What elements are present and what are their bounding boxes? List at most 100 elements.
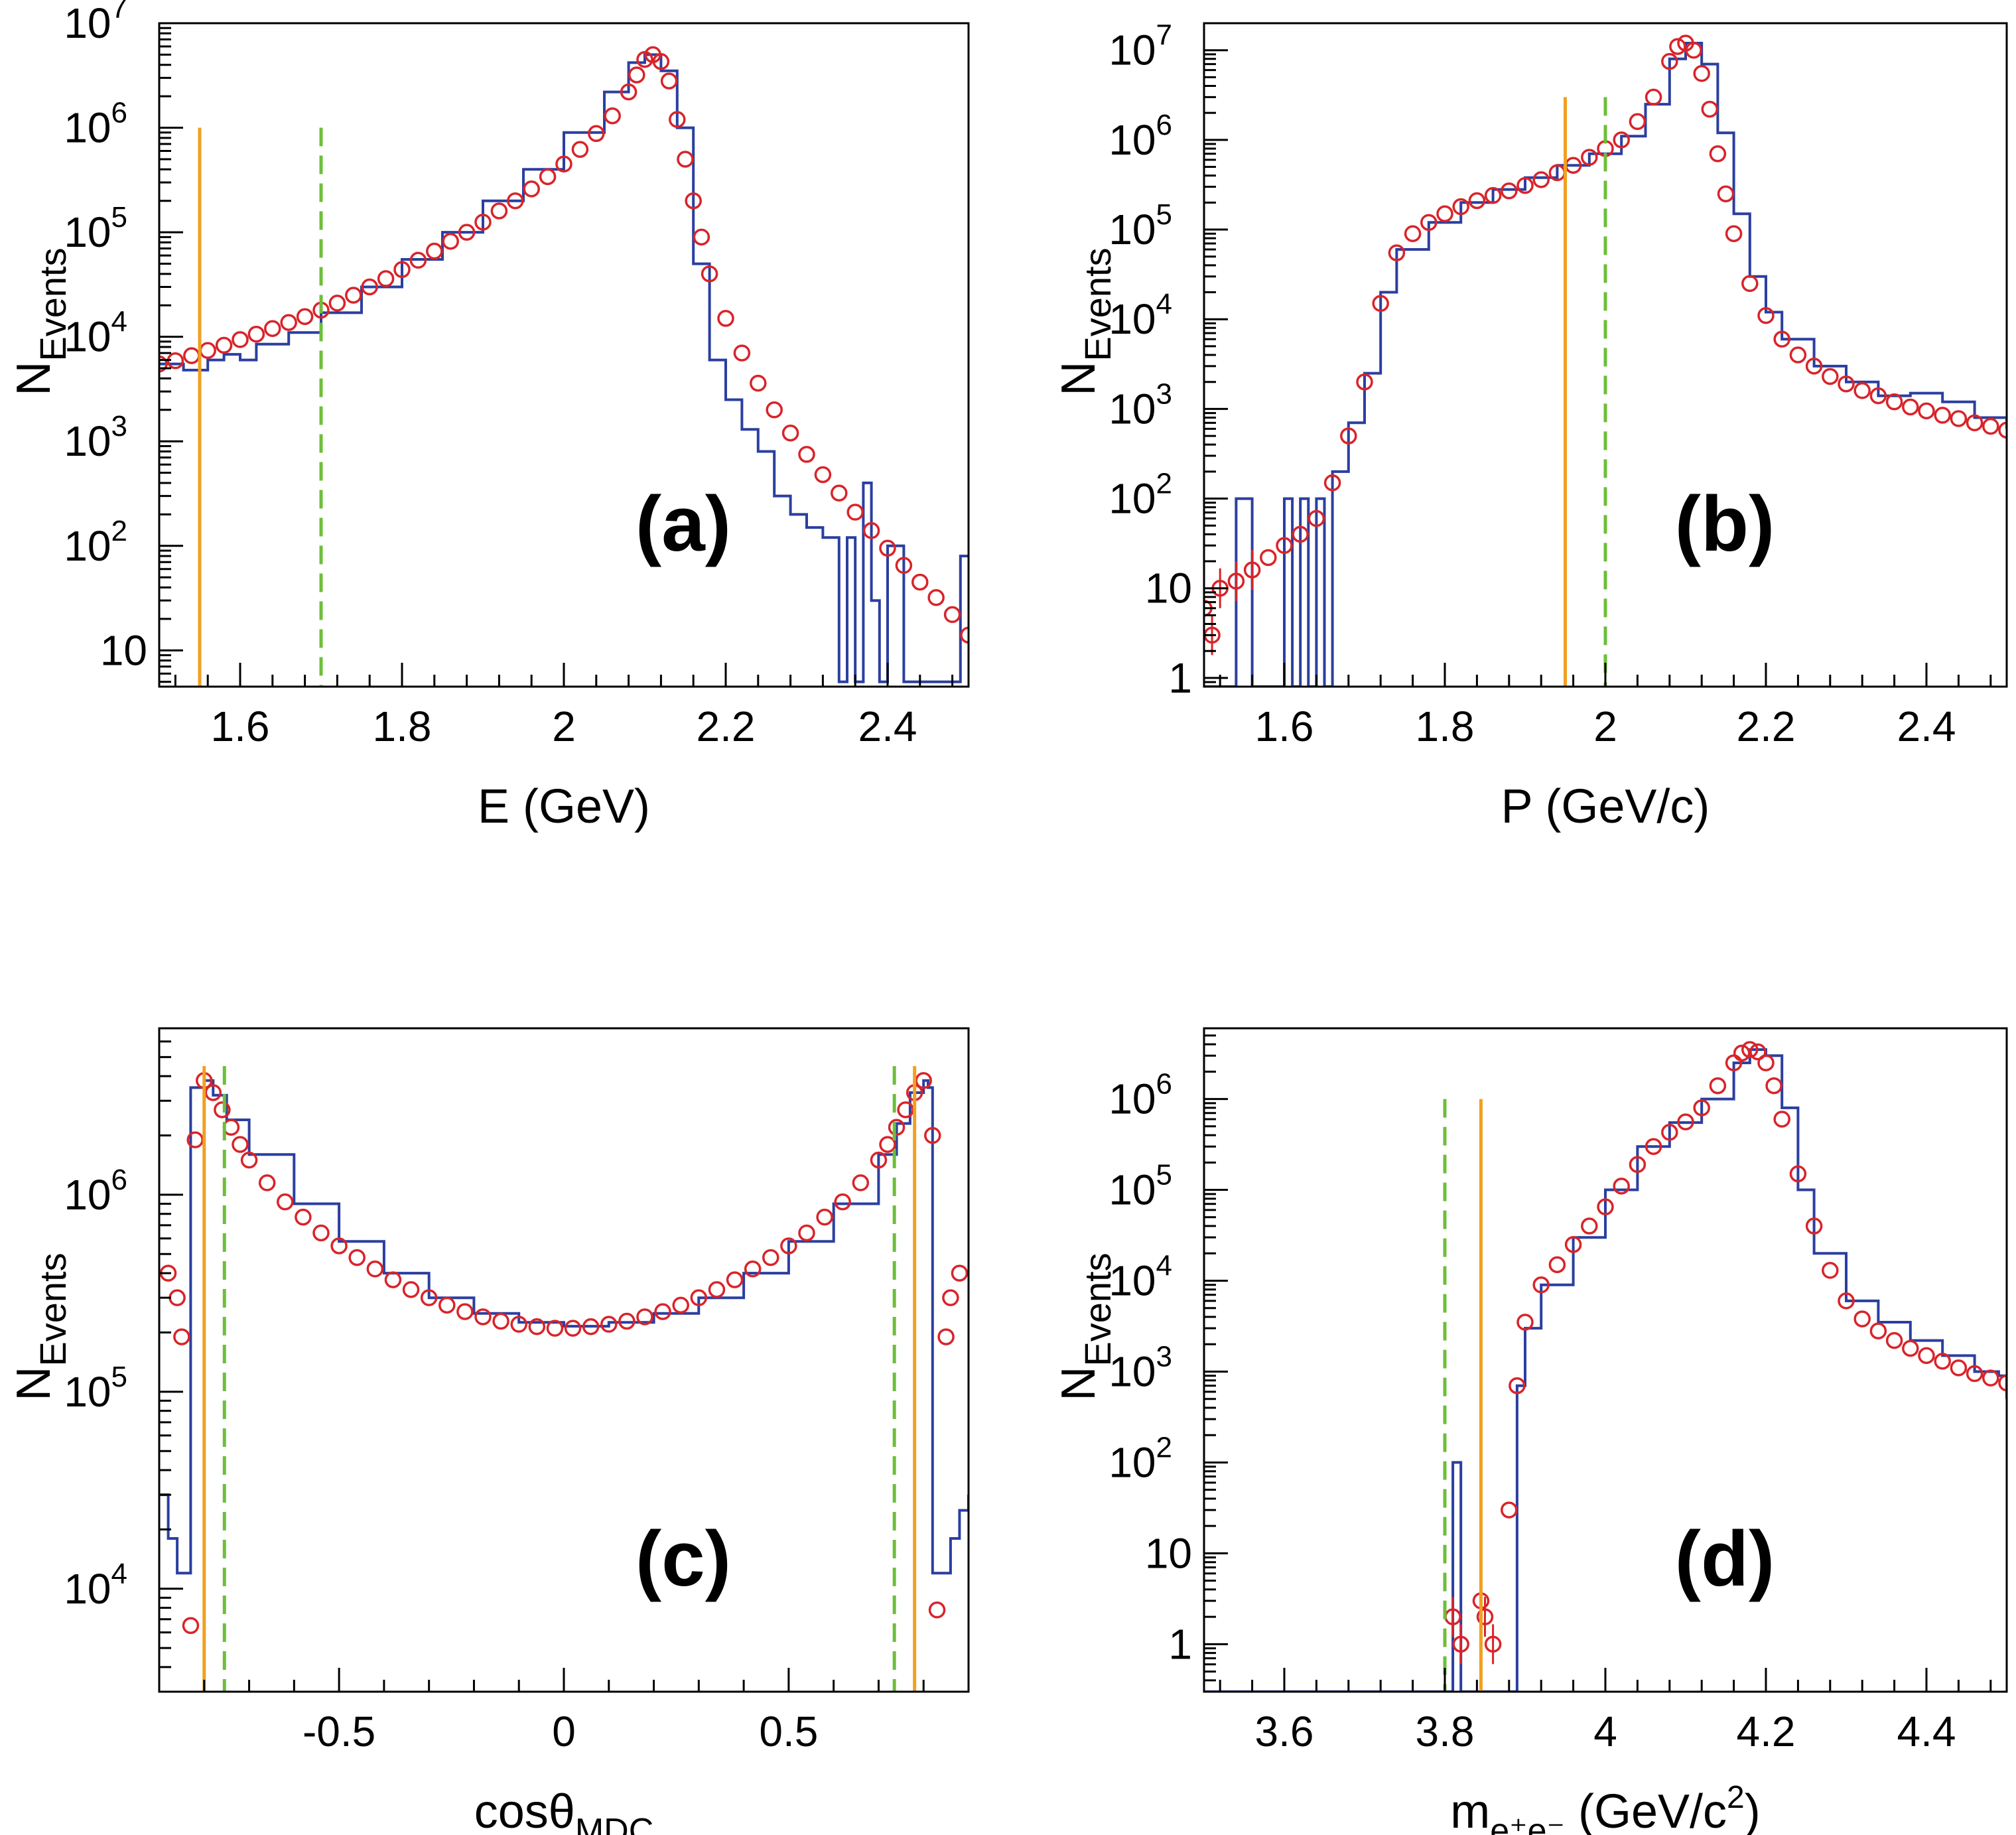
y-tick-label: 104 (1109, 288, 1172, 343)
mc-histogram (159, 53, 969, 683)
data-point (409, 251, 427, 269)
data-point (173, 1328, 190, 1345)
x-tick-label: 2 (552, 703, 576, 750)
data-point (539, 168, 557, 186)
x-tick-label: 0 (552, 1708, 576, 1755)
data-point (458, 224, 476, 241)
y-tick-label: 106 (64, 1164, 127, 1219)
data-point (911, 573, 929, 591)
data-point (862, 522, 880, 539)
data-point (456, 1303, 474, 1320)
data-point (214, 1101, 231, 1119)
x-tick-label: 1.8 (1416, 703, 1475, 750)
data-point (1966, 414, 1983, 432)
x-tick-label: 2.2 (1737, 703, 1796, 750)
data-point (1645, 88, 1662, 106)
data-point (726, 1271, 744, 1288)
data-point (636, 50, 653, 68)
x-tick-label: 2.2 (697, 703, 756, 750)
y-tick-label: 105 (1109, 1159, 1172, 1214)
data-point (159, 355, 168, 373)
data-point (1709, 1077, 1727, 1095)
y-tick-label: 102 (1109, 468, 1172, 523)
x-tick-label: 2.4 (858, 703, 917, 750)
data-point (1717, 185, 1735, 202)
data-point (507, 192, 524, 210)
data-point (1452, 1635, 1469, 1653)
data-point (781, 425, 799, 442)
x-axis-title: me⁺e⁻ (GeV/c2) (1450, 1780, 1760, 1835)
data-point (1982, 1369, 1999, 1387)
data-point (1548, 1256, 1566, 1274)
data-point (831, 484, 848, 502)
data-point (366, 1260, 384, 1278)
y-axis-title: NEvents (7, 247, 74, 395)
data-point (1260, 549, 1277, 567)
mc-histogram (1204, 42, 2007, 687)
x-tick-label: 3.6 (1255, 1708, 1314, 1755)
data-point (1741, 275, 1759, 293)
data-point (474, 214, 492, 231)
data-point (1356, 373, 1373, 391)
data-point (1693, 1099, 1710, 1117)
data-point (1484, 1635, 1502, 1653)
panel-label: (c) (636, 1515, 731, 1603)
data-point (232, 331, 249, 348)
data-point (1501, 182, 1518, 200)
data-point (546, 1320, 564, 1337)
data-point (951, 1264, 969, 1282)
y-tick-label: 103 (64, 410, 127, 465)
data-point (766, 401, 783, 419)
y-tick-label: 105 (64, 1361, 127, 1416)
data-point (717, 310, 734, 327)
data-point (960, 626, 969, 644)
data-point (420, 1289, 438, 1306)
data-point (701, 265, 718, 283)
data-point (1789, 1165, 1807, 1183)
y-tick-label: 104 (1109, 1250, 1172, 1305)
data-point (1701, 100, 1719, 118)
data-point (1749, 1043, 1767, 1061)
panel-c: -0.5 0 0.5 104 105 106 cosθMDC NEvents (c) (7, 1027, 970, 1835)
data-point (618, 1312, 636, 1330)
data-point (1501, 1501, 1518, 1519)
data-point (744, 1260, 762, 1278)
data-point (924, 1126, 941, 1144)
data-point (1509, 1377, 1526, 1394)
data-point (510, 1316, 527, 1333)
data-point (1452, 198, 1469, 216)
x-tick-label: -0.5 (302, 1708, 375, 1755)
y-tick-label: 107 (64, 0, 127, 47)
data-point (928, 1601, 946, 1619)
data-point (555, 155, 572, 172)
y-tick-label: 10 (100, 626, 147, 674)
y-tick-label: 1 (1168, 654, 1192, 702)
panel-a: 1.6 1.8 2 2.2 2.4 10 102 103 104 105 106 107 E (GeV)… (7, 0, 970, 833)
data-point (870, 1151, 888, 1169)
data-point (588, 125, 605, 143)
data-point (280, 314, 297, 331)
data-point (1998, 1374, 2007, 1392)
data-point (247, 325, 265, 343)
data-point (733, 344, 751, 362)
data-point (1436, 205, 1453, 222)
data-point (393, 261, 411, 279)
x-axis-title: P (GeV/c) (1501, 780, 1710, 833)
mc-histogram (159, 1079, 969, 1575)
data-point (685, 192, 702, 210)
data-point (1950, 1359, 1968, 1377)
data-point (1757, 306, 1775, 324)
data-point (182, 1617, 200, 1635)
data-point (328, 295, 346, 312)
data-point (600, 1316, 618, 1333)
data-point (345, 287, 362, 304)
data-point (1805, 358, 1823, 375)
x-axis-title: cosθMDC (474, 1785, 654, 1835)
data-points (159, 46, 969, 655)
data-point (897, 1101, 914, 1119)
data-point (1998, 421, 2007, 439)
data-point (672, 1296, 689, 1314)
x-tick-label: 0.5 (759, 1708, 818, 1755)
data-point (296, 308, 314, 326)
data-point (750, 374, 767, 392)
